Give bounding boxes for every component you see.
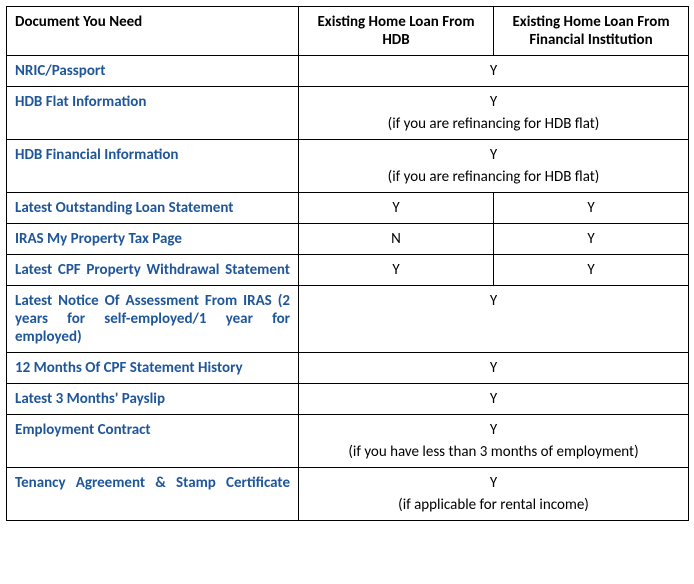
- merged-value-cell: Y: [299, 56, 689, 87]
- value-text: Y: [490, 359, 497, 377]
- header-document: Document You Need: [7, 7, 299, 56]
- value-text: Y: [490, 62, 497, 80]
- table-row: 12 Months Of CPF Statement History Y: [7, 353, 689, 384]
- table-row: Latest Outstanding Loan StatementYY: [7, 193, 689, 224]
- value-cell-hdb: Y: [299, 255, 494, 286]
- header-fi: Existing Home Loan From Financial Instit…: [494, 7, 689, 56]
- document-name-cell: HDB Flat Information: [7, 87, 299, 140]
- table-row: HDB Flat Information Y (if you are refinan…: [7, 87, 689, 140]
- table-row: Employment Contract Y (if you have less th…: [7, 415, 689, 468]
- value-cell-hdb: Y: [299, 193, 494, 224]
- value-cell-fi: Y: [494, 224, 689, 255]
- table-body: NRIC/Passport Y HDB Flat Information Y (if y…: [7, 56, 689, 521]
- note-text: (if you are refinancing for HDB flat): [307, 115, 680, 133]
- merged-value-cell: Y (if you have less than 3 months of empl…: [299, 415, 689, 468]
- note-text: (if you are refinancing for HDB flat): [307, 168, 680, 186]
- value-text: Y: [490, 292, 497, 310]
- merged-value-cell: Y (if you are refinancing for HDB flat): [299, 140, 689, 193]
- table-row: Tenancy Agreement & Stamp Certificate Y (i…: [7, 468, 689, 521]
- document-name-cell: Latest 3 Months' Payslip: [7, 384, 299, 415]
- document-name-cell: Latest Outstanding Loan Statement: [7, 193, 299, 224]
- header-hdb: Existing Home Loan From HDB: [299, 7, 494, 56]
- table-row: Latest CPF Property Withdrawal Statement…: [7, 255, 689, 286]
- table-row: IRAS My Property Tax PageNY: [7, 224, 689, 255]
- document-name-cell: Latest Notice Of Assessment From IRAS (2…: [7, 286, 299, 353]
- merged-value-cell: Y: [299, 286, 689, 353]
- table-header-row: Document You Need Existing Home Loan Fro…: [7, 7, 689, 56]
- table-row: Latest 3 Months' Payslip Y: [7, 384, 689, 415]
- value-text: Y: [490, 390, 497, 408]
- table-row: HDB Financial Information Y (if you are re…: [7, 140, 689, 193]
- merged-value-cell: Y (if you are refinancing for HDB flat): [299, 87, 689, 140]
- merged-value-cell: Y (if applicable for rental income): [299, 468, 689, 521]
- document-name-cell: HDB Financial Information: [7, 140, 299, 193]
- value-text: Y: [490, 474, 497, 492]
- value-text: Y: [490, 146, 497, 164]
- table-row: NRIC/Passport Y: [7, 56, 689, 87]
- document-name-cell: Employment Contract: [7, 415, 299, 468]
- value-text: Y: [490, 421, 497, 439]
- document-name-cell: IRAS My Property Tax Page: [7, 224, 299, 255]
- documents-table: Document You Need Existing Home Loan Fro…: [6, 6, 689, 521]
- note-text: (if you have less than 3 months of emplo…: [307, 443, 680, 461]
- note-text: (if applicable for rental income): [307, 496, 680, 514]
- value-cell-fi: Y: [494, 255, 689, 286]
- document-name-cell: Latest CPF Property Withdrawal Statement: [7, 255, 299, 286]
- merged-value-cell: Y: [299, 384, 689, 415]
- value-text: Y: [490, 93, 497, 111]
- document-name-cell: NRIC/Passport: [7, 56, 299, 87]
- merged-value-cell: Y: [299, 353, 689, 384]
- document-name-cell: 12 Months Of CPF Statement History: [7, 353, 299, 384]
- value-cell-hdb: N: [299, 224, 494, 255]
- document-name-cell: Tenancy Agreement & Stamp Certificate: [7, 468, 299, 521]
- value-cell-fi: Y: [494, 193, 689, 224]
- table-row: Latest Notice Of Assessment From IRAS (2…: [7, 286, 689, 353]
